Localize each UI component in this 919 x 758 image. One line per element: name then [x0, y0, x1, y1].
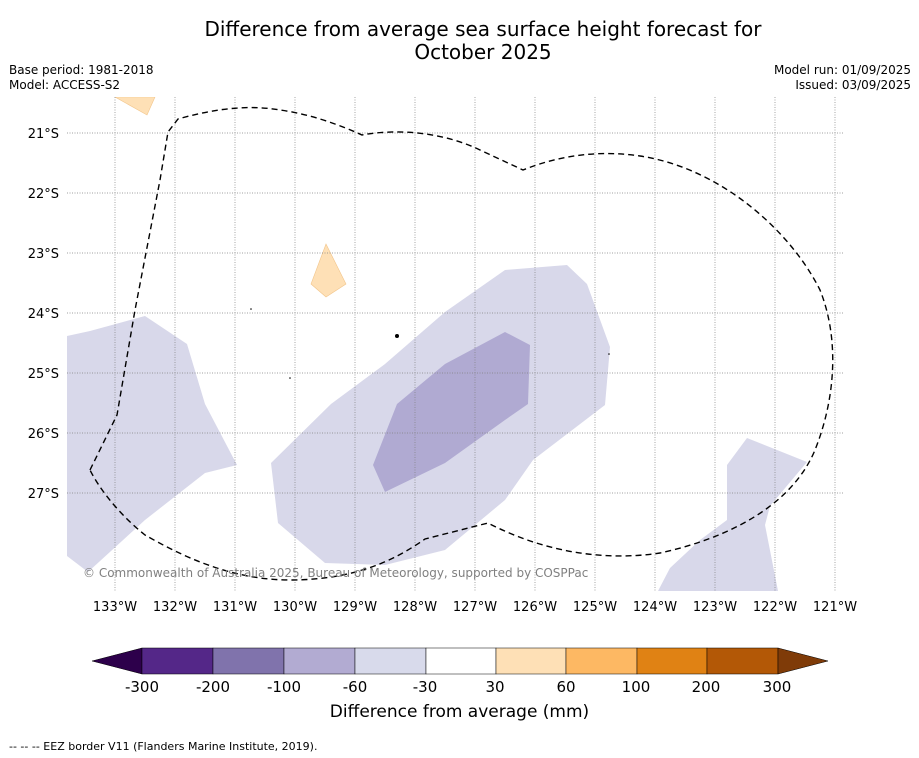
- colorbar-swatch: [706, 647, 779, 675]
- model-name: Model: ACCESS-S2: [9, 78, 121, 92]
- base-period: Base period: 1981-2018: [9, 63, 154, 77]
- colorbar-max-arrow: [777, 647, 829, 675]
- eez-footnote: -- -- -- EEZ border V11 (Flanders Marine…: [9, 740, 318, 753]
- lat-label: 21°S: [28, 127, 59, 142]
- lon-label: 132°W: [153, 600, 197, 615]
- colorbar-tick-label: -300: [125, 678, 159, 696]
- lon-axis: 133°W 132°W 131°W 130°W 129°W 128°W 127°…: [93, 600, 857, 615]
- lon-label: 126°W: [513, 600, 557, 615]
- colorbar-min-arrow: [91, 647, 143, 675]
- colorbar-tick-label: -60: [343, 678, 368, 696]
- anomaly-region-orange-central: [310, 243, 347, 298]
- colorbar: [91, 647, 829, 675]
- colorbar-swatch: [495, 647, 567, 675]
- title-line-2: October 2025: [414, 40, 552, 64]
- lon-label: 124°W: [633, 600, 677, 615]
- lon-label: 122°W: [753, 600, 797, 615]
- title-line-1: Difference from average sea surface heig…: [204, 17, 762, 41]
- gridlines: [67, 97, 843, 591]
- map-panel: © Commonwealth of Australia 2025, Bureau…: [67, 97, 843, 591]
- colorbar-tick-label: 300: [763, 678, 792, 696]
- colorbar-tick-label: -200: [196, 678, 230, 696]
- colorbar-tick-label: 60: [556, 678, 575, 696]
- issued-date: Issued: 03/09/2025: [795, 78, 911, 92]
- eez-border: [89, 106, 834, 581]
- islands: [250, 308, 610, 379]
- lat-label: 25°S: [28, 367, 59, 382]
- lat-label: 23°S: [28, 247, 59, 262]
- colorbar-title: Difference from average (mm): [329, 702, 590, 722]
- lat-label: 22°S: [28, 187, 59, 202]
- colorbar-swatch: [141, 647, 214, 675]
- colorbar-swatch: [636, 647, 708, 675]
- anomaly-region-orange-north: [114, 97, 156, 116]
- lon-label: 133°W: [93, 600, 137, 615]
- model-run: Model run: 01/09/2025: [773, 63, 911, 77]
- colorbar-swatch: [283, 647, 356, 675]
- colorbar-swatch: [565, 647, 638, 675]
- anomaly-region-core: [373, 332, 530, 492]
- colorbar-swatch: [212, 647, 285, 675]
- lat-label: 26°S: [28, 427, 59, 442]
- colorbar-swatch: [354, 647, 427, 675]
- lon-label: 123°W: [693, 600, 737, 615]
- lon-label: 125°W: [573, 600, 617, 615]
- colorbar-tick-label: 100: [622, 678, 651, 696]
- colorbar-tick-label: -30: [413, 678, 438, 696]
- colorbar-tick-label: 200: [692, 678, 721, 696]
- lon-label: 131°W: [213, 600, 257, 615]
- copyright-text: © Commonwealth of Australia 2025, Bureau…: [83, 566, 588, 580]
- lat-label: 24°S: [28, 307, 59, 322]
- chart-title: Difference from average sea surface heig…: [0, 18, 919, 64]
- lon-label: 129°W: [333, 600, 377, 615]
- meta-right: Model run: 01/09/2025 Issued: 03/09/2025: [774, 63, 911, 93]
- colorbar-swatch: [425, 647, 497, 675]
- lat-label: 27°S: [28, 487, 59, 502]
- colorbar-tick-label: 30: [485, 678, 504, 696]
- lon-label: 121°W: [813, 600, 857, 615]
- lat-axis: 21°S 22°S 23°S 24°S 25°S 26°S 27°S: [28, 127, 59, 502]
- colorbar-ticks: -300 -200 -100 -60 -30 30 60 100 200 300: [125, 678, 791, 696]
- lon-label: 128°W: [393, 600, 437, 615]
- colorbar-tick-label: -100: [267, 678, 301, 696]
- lon-label: 127°W: [453, 600, 497, 615]
- lon-label: 130°W: [273, 600, 317, 615]
- anomaly-region-west: [67, 316, 237, 572]
- anomaly-region-east: [658, 438, 807, 591]
- meta-left: Base period: 1981-2018 Model: ACCESS-S2: [9, 63, 154, 93]
